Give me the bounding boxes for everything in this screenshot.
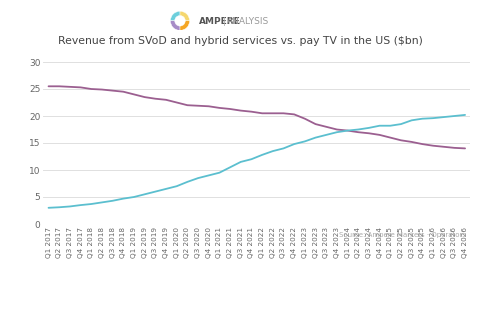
- Wedge shape: [180, 11, 190, 21]
- Text: ANALYSIS: ANALYSIS: [227, 17, 269, 26]
- Wedge shape: [170, 11, 180, 21]
- Text: Revenue from SVoD and hybrid services vs. pay TV in the US ($bn): Revenue from SVoD and hybrid services vs…: [58, 36, 422, 46]
- Wedge shape: [170, 21, 180, 30]
- Text: Source: Ampere Markets · Operators: Source: Ampere Markets · Operators: [338, 232, 466, 238]
- Text: |: |: [223, 17, 226, 26]
- Text: AMPERE: AMPERE: [199, 17, 241, 26]
- Wedge shape: [180, 21, 190, 30]
